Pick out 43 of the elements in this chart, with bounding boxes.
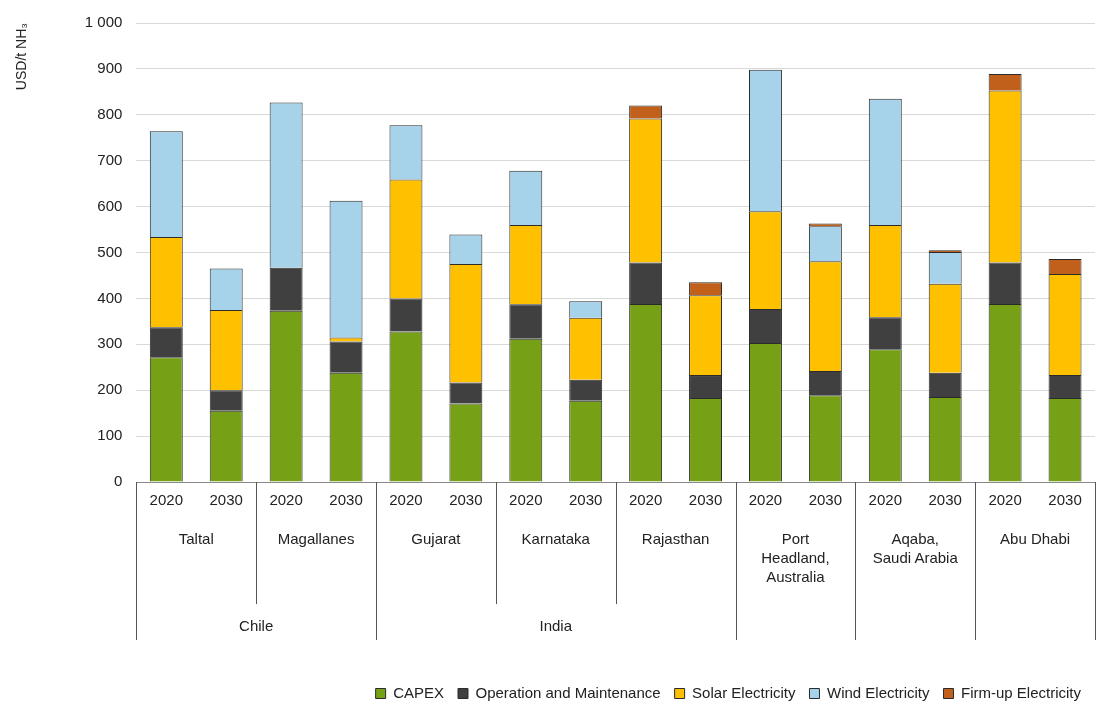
legend-label: Solar Electricity	[692, 683, 796, 701]
x-tick-label: 2020	[988, 491, 1022, 509]
y-tick-label: 400	[97, 288, 123, 306]
text: Port Headland, Australia	[761, 530, 830, 586]
legend-label: Firm-up Electricity	[960, 683, 1082, 701]
legend-label: CAPEX	[393, 683, 444, 701]
legend-label: Wind Electricity	[826, 683, 930, 701]
x-tick-label: 2030	[449, 491, 483, 509]
x-tick-label: 2020	[628, 491, 663, 509]
x-tick-label: 2030	[569, 491, 603, 509]
x-tick-label: 2020	[269, 491, 303, 509]
y-tick-label: 900	[97, 59, 123, 77]
text: Karnataka	[521, 530, 591, 548]
x-tick-label: 2020	[868, 491, 902, 509]
y-tick-label: 1 000	[84, 13, 123, 31]
y-tick-label: 800	[97, 104, 123, 122]
y-tick-label: 300	[97, 334, 123, 352]
x-tick-label: 2030	[329, 491, 363, 509]
text: India	[539, 617, 573, 635]
text: Gujarat	[411, 530, 462, 548]
y-tick-label: 700	[97, 150, 123, 168]
y-tick-label: 200	[97, 380, 123, 398]
x-tick-label: 2020	[509, 491, 543, 509]
x-tick-label: 2020	[748, 491, 783, 509]
text: Magallanes	[277, 530, 355, 548]
text: Chile	[239, 617, 274, 635]
legend-label: Operation and Maintenance	[475, 683, 661, 701]
text: Abu Dhabi	[1000, 530, 1071, 548]
x-tick-label: 2020	[389, 491, 423, 509]
x-tick-label: 2030	[1048, 491, 1082, 509]
x-tick-label: 2030	[209, 491, 243, 509]
y-tick-label: 100	[97, 426, 123, 444]
text: Rajasthan	[641, 530, 710, 548]
y-axis-title: USD/t NH₃	[13, 23, 30, 91]
x-tick-label: 2030	[928, 491, 962, 509]
y-tick-label: 0	[113, 472, 123, 490]
x-tick-label: 2020	[149, 491, 183, 509]
y-tick-label: 600	[97, 196, 123, 214]
x-tick-label: 2030	[808, 491, 843, 509]
text: Aqaba, Saudi Arabia	[872, 530, 959, 567]
x-tick-label: 2030	[688, 491, 723, 509]
text: Taltal	[178, 530, 214, 548]
y-tick-label: 500	[97, 242, 123, 260]
